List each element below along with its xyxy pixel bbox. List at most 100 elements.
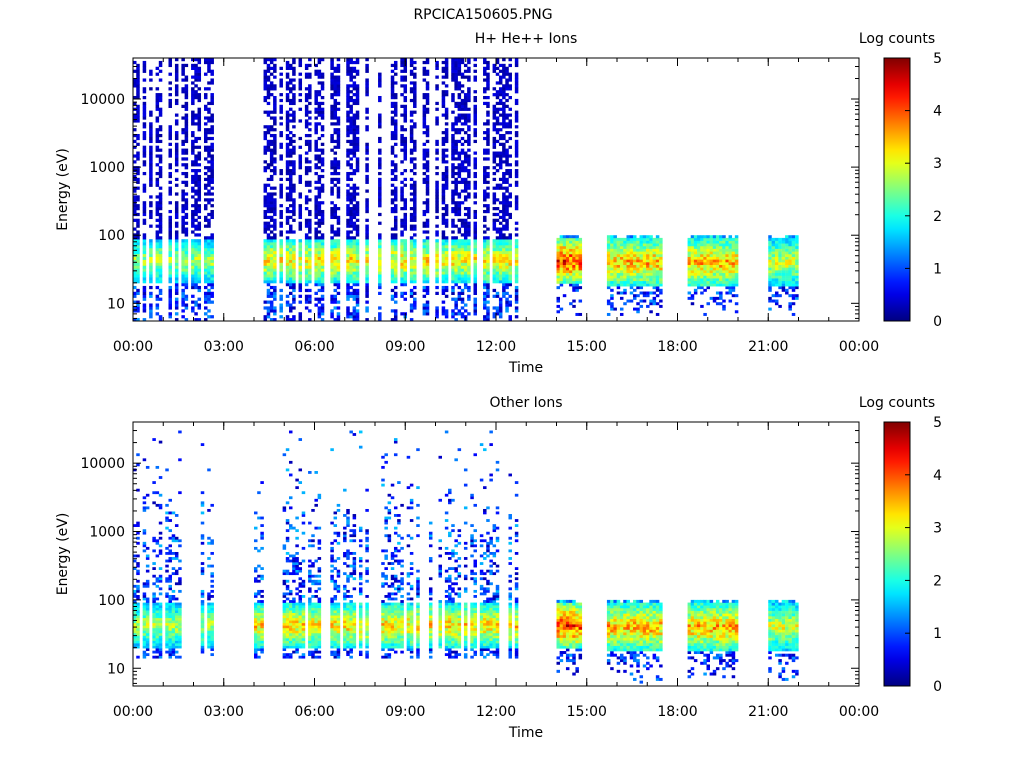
heatmap-cell — [288, 277, 293, 281]
heatmap-cell — [768, 251, 772, 255]
heatmap-cell — [659, 275, 663, 279]
heatmap-cell — [269, 268, 274, 272]
heatmap-cell — [687, 248, 692, 252]
heatmap-cell — [269, 174, 274, 179]
heatmap-cell — [495, 169, 500, 173]
heatmap-cell — [444, 221, 449, 225]
heatmap-cell — [320, 294, 325, 298]
heatmap-cell — [413, 75, 417, 79]
heatmap-cell — [728, 245, 733, 249]
heatmap-cell — [207, 201, 211, 205]
heatmap-cell — [722, 304, 726, 308]
heatmap-cell — [349, 90, 353, 94]
heatmap-cell — [655, 272, 660, 276]
heatmap-cell — [263, 133, 268, 138]
heatmap-cell — [473, 110, 477, 114]
heatmap-cell — [194, 268, 198, 272]
heatmap-cell — [298, 256, 303, 260]
heatmap-cell — [629, 237, 634, 241]
heatmap-cell — [191, 239, 195, 243]
heatmap-cell — [725, 248, 729, 252]
heatmap-cell — [320, 297, 325, 301]
heatmap-cell — [502, 160, 506, 164]
heatmap-cell — [441, 288, 446, 293]
heatmap-cell — [697, 256, 701, 260]
heatmap-cell — [174, 230, 179, 234]
heatmap-cell — [473, 268, 477, 272]
heatmap-cell — [346, 312, 350, 316]
heatmap-cell — [486, 84, 490, 88]
heatmap-cell — [158, 98, 163, 103]
heatmap-cell — [441, 195, 446, 199]
heatmap-cell — [659, 256, 663, 260]
heatmap-cell — [174, 169, 179, 173]
heatmap-cell — [655, 248, 660, 252]
heatmap-cell — [495, 107, 500, 111]
heatmap-cell — [355, 87, 360, 91]
heatmap-cell — [210, 101, 214, 106]
heatmap-cell — [629, 251, 634, 255]
heatmap-cell — [273, 312, 277, 316]
heatmap-cell — [317, 268, 322, 272]
heatmap-cell — [495, 218, 500, 222]
heatmap-cell — [136, 271, 140, 275]
heatmap-cell — [709, 235, 714, 239]
heatmap-cell — [273, 285, 277, 290]
heatmap-cell — [778, 286, 782, 290]
heatmap-cell — [441, 154, 446, 158]
heatmap-cell — [133, 139, 137, 144]
heatmap-cell — [266, 306, 271, 310]
heatmap-cell — [505, 224, 509, 228]
heatmap-cell — [333, 101, 338, 106]
heatmap-cell — [292, 285, 296, 290]
heatmap-cell — [400, 218, 404, 222]
heatmap-cell — [279, 277, 283, 281]
heatmap-cell — [486, 195, 490, 199]
heatmap-cell — [514, 98, 519, 103]
heatmap-cell — [285, 166, 290, 170]
heatmap-cell — [288, 174, 293, 179]
heatmap-cell — [646, 270, 650, 274]
heatmap-cell — [768, 299, 772, 303]
heatmap-cell — [486, 157, 490, 161]
heatmap-cell — [514, 154, 519, 158]
heatmap-cell — [330, 212, 334, 217]
heatmap-cell — [492, 113, 497, 117]
heatmap-cell — [457, 268, 462, 272]
heatmap-cell — [451, 93, 455, 97]
heatmap-cell — [700, 253, 704, 257]
heatmap-cell — [460, 169, 465, 173]
heatmap-cell — [502, 215, 506, 220]
heatmap-cell — [441, 189, 446, 193]
heatmap-cell — [333, 98, 338, 103]
heatmap-cell — [578, 270, 583, 274]
heatmap-cell — [703, 283, 707, 287]
heatmap-cell — [505, 204, 509, 208]
heatmap-cell — [336, 128, 341, 132]
heatmap-cell — [706, 235, 710, 239]
heatmap-cell — [454, 209, 458, 214]
heatmap-cell — [266, 192, 271, 196]
heatmap-cell — [133, 198, 137, 202]
heatmap-cell — [355, 288, 360, 293]
heatmap-cell — [642, 253, 647, 257]
heatmap-cell — [336, 192, 341, 196]
heatmap-cell — [279, 259, 283, 263]
heatmap-cell — [498, 128, 503, 132]
heatmap-cell — [393, 262, 398, 266]
heatmap-cell — [728, 272, 733, 276]
heatmap-cell — [623, 240, 627, 244]
heatmap-cell — [400, 268, 404, 272]
heatmap-cell — [285, 294, 290, 298]
heatmap-cell — [492, 280, 497, 284]
heatmap-cell — [168, 166, 172, 170]
heatmap-cell — [292, 268, 296, 272]
heatmap-cell — [722, 272, 726, 276]
heatmap-cell — [352, 265, 357, 269]
heatmap-cell — [774, 280, 779, 284]
heatmap-cell — [149, 72, 153, 76]
heatmap-cell — [346, 212, 350, 217]
heatmap-cell — [279, 177, 283, 182]
heatmap-cell — [435, 195, 439, 199]
heatmap-cell — [441, 242, 446, 246]
